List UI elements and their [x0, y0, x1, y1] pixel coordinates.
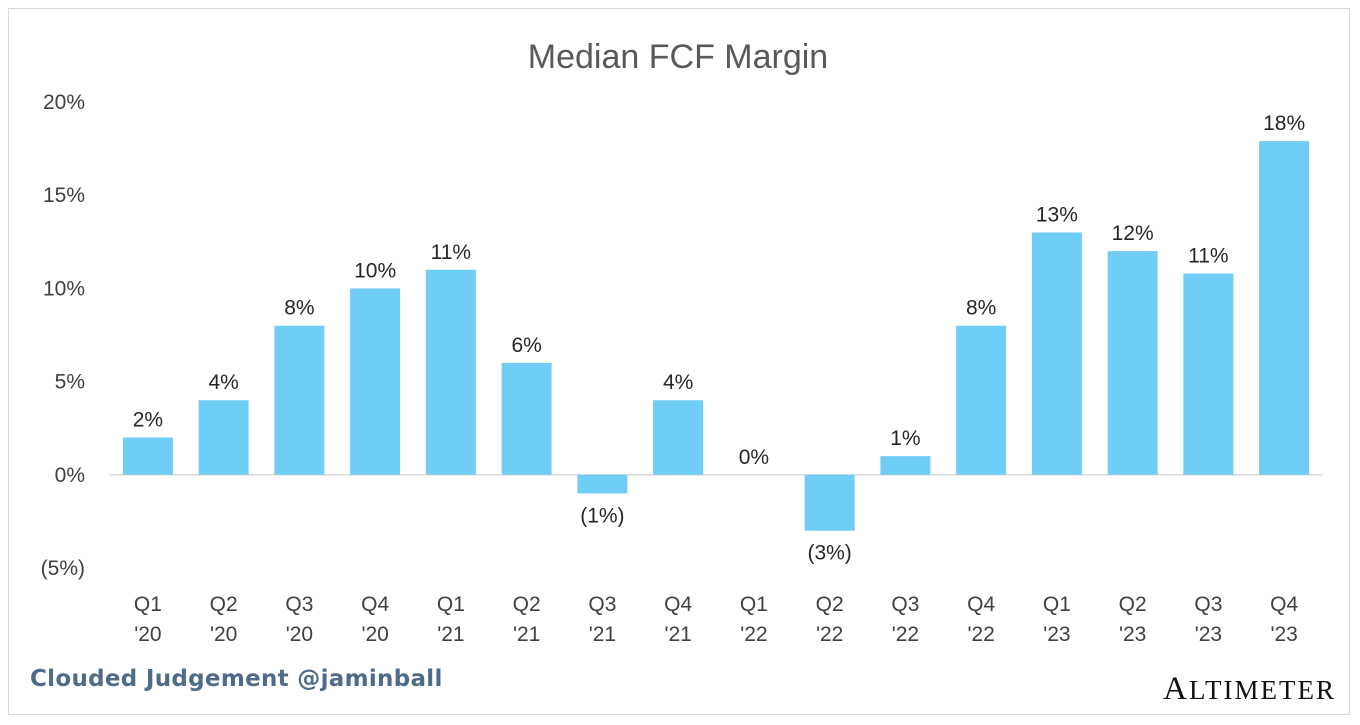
x-tick-label: Q2: [513, 593, 541, 616]
x-tick-label: '23: [1043, 623, 1070, 646]
y-tick-label: 0%: [55, 464, 85, 487]
data-label: 18%: [1263, 112, 1305, 135]
bars: [122, 141, 1310, 531]
x-tick-label: '21: [589, 623, 616, 646]
data-label: (1%): [580, 504, 624, 527]
data-label: 4%: [208, 371, 238, 394]
data-label: 11%: [1188, 244, 1228, 267]
x-tick-label: '20: [210, 623, 237, 646]
x-tick-label: Q1: [134, 593, 162, 616]
data-label: 4%: [663, 371, 693, 394]
altimeter-logo: ALTIMETER: [1163, 671, 1336, 708]
data-label: 10%: [354, 259, 396, 282]
x-tick-label: '20: [134, 623, 161, 646]
x-tick-label: Q3: [285, 593, 313, 616]
data-labels: 2% 4% 8% 10% 11% 6% (1%) 4% 0% (3%) 1% 8% 13% 12% 11% 1…: [133, 112, 1305, 565]
x-tick-label: Q3: [588, 593, 616, 616]
bar: [1183, 273, 1234, 475]
data-label: 2%: [133, 409, 163, 432]
x-tick-label: Q3: [891, 593, 919, 616]
x-tick-label: Q1: [437, 593, 465, 616]
data-label: 12%: [1112, 222, 1154, 245]
y-tick-label: 20%: [43, 91, 85, 114]
y-axis: (5%) 0% 5% 10% 15% 20%: [41, 91, 85, 580]
bar: [274, 325, 325, 475]
credit-text: Clouded Judgement @jaminball: [30, 666, 443, 692]
bar: [804, 474, 855, 531]
data-label: 1%: [890, 427, 920, 450]
x-tick-label: '21: [664, 623, 691, 646]
bar: [880, 456, 931, 475]
x-tick-label: Q3: [1194, 593, 1222, 616]
brand-text: ALTIMETER: [1163, 671, 1336, 707]
y-tick-label: 10%: [43, 277, 85, 300]
data-label: (3%): [807, 542, 851, 565]
data-label: 11%: [431, 241, 471, 264]
bar: [1259, 141, 1310, 475]
x-tick-label: Q4: [361, 593, 389, 616]
x-tick-label: Q4: [967, 593, 995, 616]
x-tick-label: '22: [740, 623, 767, 646]
data-label: 8%: [284, 297, 314, 320]
x-tick-label: '22: [816, 623, 843, 646]
x-tick-label: Q2: [1119, 593, 1147, 616]
x-tick-label: '23: [1270, 623, 1297, 646]
bar: [425, 269, 476, 475]
data-label: 13%: [1036, 203, 1078, 226]
data-label: 6%: [511, 334, 541, 357]
x-tick-label: Q1: [1043, 593, 1071, 616]
y-tick-label: (5%): [41, 557, 85, 580]
x-tick-label: '22: [892, 623, 919, 646]
x-tick-label: Q4: [1270, 593, 1298, 616]
bar: [501, 362, 552, 475]
bar: [198, 400, 249, 475]
x-tick-label: '22: [967, 623, 994, 646]
x-tick-label: '20: [286, 623, 313, 646]
x-tick-label: '23: [1119, 623, 1146, 646]
x-tick-label: '20: [361, 623, 388, 646]
x-tick-label: Q1: [740, 593, 768, 616]
bar: [956, 325, 1007, 475]
x-tick-label: Q2: [210, 593, 238, 616]
y-tick-label: 5%: [55, 371, 85, 394]
bar: [653, 400, 704, 475]
x-tick-label: '21: [437, 623, 464, 646]
bar: [1107, 251, 1158, 475]
x-axis: Q1 '20 Q2 '20 Q3 '20 Q4 '20 Q1 '21 Q2 '21 Q3 '21 Q4 '21…: [134, 593, 1299, 646]
bar: [577, 474, 628, 494]
bar: [350, 288, 401, 475]
data-label: 8%: [966, 297, 996, 320]
data-label: 0%: [739, 446, 769, 469]
x-tick-label: Q4: [664, 593, 692, 616]
x-tick-label: '23: [1195, 623, 1222, 646]
chart-title: Median FCF Margin: [528, 38, 828, 76]
x-tick-label: '21: [513, 623, 540, 646]
x-tick-label: Q2: [816, 593, 844, 616]
bar: [1031, 232, 1082, 475]
y-tick-label: 15%: [43, 184, 85, 207]
bar: [122, 437, 173, 475]
